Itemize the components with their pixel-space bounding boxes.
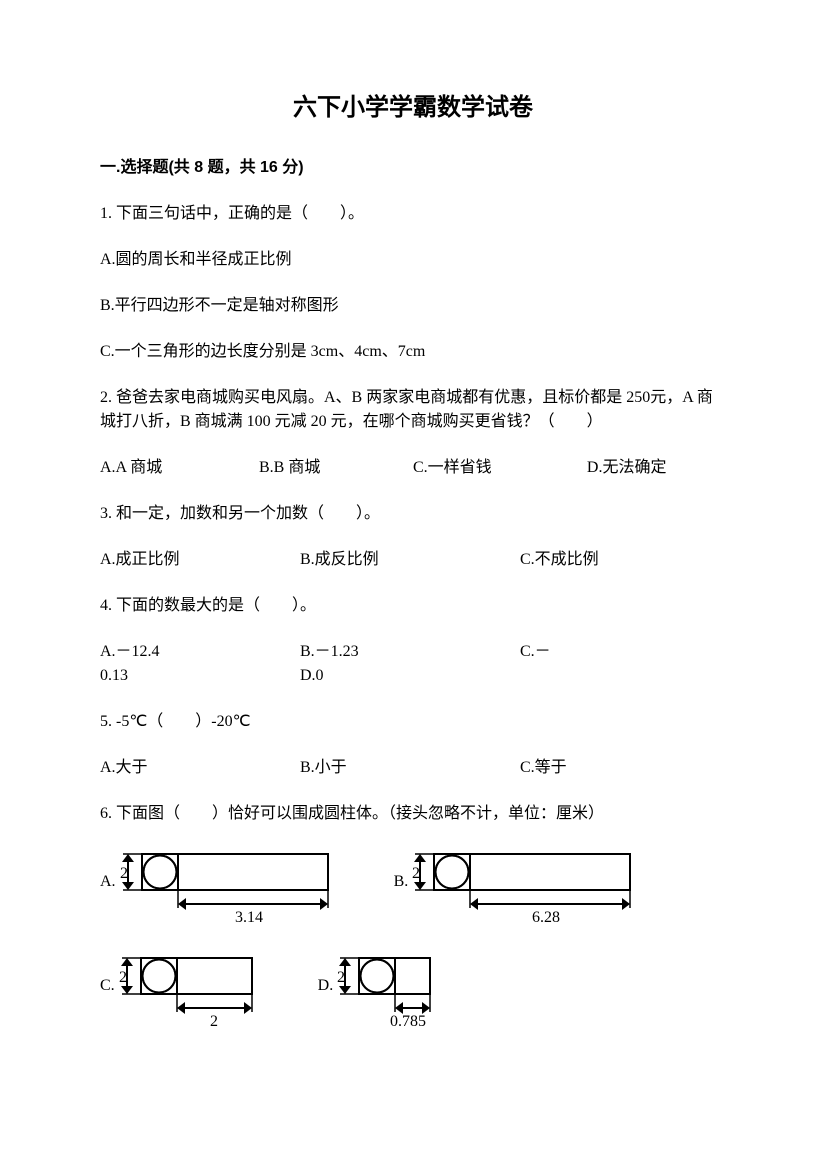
svg-text:2: 2 bbox=[210, 1013, 218, 1026]
cylinder-diagram-b: 26.28 bbox=[412, 848, 636, 922]
q3-opt-c: C.不成比例 bbox=[520, 548, 700, 572]
q4-opt-c: C.－ bbox=[520, 640, 700, 664]
q4-opt-d: D.0 bbox=[300, 664, 520, 688]
q6-label-d: D. bbox=[318, 974, 334, 998]
q6-diagram-b: B. 26.28 bbox=[394, 848, 637, 922]
section-header: 一.选择题(共 8 题，共 16 分) bbox=[100, 156, 726, 180]
q4-opt-b: B.－1.23 bbox=[300, 640, 520, 664]
cylinder-diagram-d: 2 0.785 bbox=[337, 952, 436, 1026]
q2-stem: 2. 爸爸去家电商城购买电风扇。A、B 两家家电商城都有优惠，且标价都是 250… bbox=[100, 386, 726, 434]
cylinder-diagram-c: 22 bbox=[119, 952, 258, 1026]
q3-opt-b: B.成反比例 bbox=[300, 548, 520, 572]
q6-diagram-c: C. 22 bbox=[100, 952, 258, 1026]
q1-opt-b: B.平行四边形不一定是轴对称图形 bbox=[100, 294, 726, 318]
page-title: 六下小学学霸数学试卷 bbox=[100, 90, 726, 126]
cylinder-diagram-a: 23.14 bbox=[120, 848, 334, 922]
svg-text:0.785: 0.785 bbox=[390, 1013, 426, 1026]
q2-opt-d: D.无法确定 bbox=[587, 456, 726, 480]
q4-options: A.－12.4 B.－1.23 C.－ 0.13 D.0 bbox=[100, 640, 726, 688]
q3-opt-a: A.成正比例 bbox=[100, 548, 300, 572]
question-4: 4. 下面的数最大的是（ ）。 A.－12.4 B.－1.23 C.－ 0.13… bbox=[100, 594, 726, 688]
q6-stem: 6. 下面图（ ）恰好可以围成圆柱体。（接头忽略不计，单位：厘米） bbox=[100, 802, 726, 826]
question-1: 1. 下面三句话中，正确的是（ ）。 A.圆的周长和半径成正比例 B.平行四边形… bbox=[100, 202, 726, 364]
q4-opt-a: A.－12.4 bbox=[100, 640, 300, 664]
question-3: 3. 和一定，加数和另一个加数（ ）。 A.成正比例 B.成反比例 C.不成比例 bbox=[100, 502, 726, 572]
q6-label-a: A. bbox=[100, 870, 116, 894]
q5-stem: 5. -5℃（ ）-20℃ bbox=[100, 710, 726, 734]
q2-opt-a: A.A 商城 bbox=[100, 456, 259, 480]
q1-opt-a: A.圆的周长和半径成正比例 bbox=[100, 248, 726, 272]
q4-line2a: 0.13 bbox=[100, 664, 300, 688]
q6-diagrams: A. 23.14 B. 26.28 C. 22 D. 20.785 bbox=[100, 848, 726, 1026]
q2-opt-c: C.一样省钱 bbox=[413, 456, 587, 480]
q6-label-c: C. bbox=[100, 974, 115, 998]
question-6: 6. 下面图（ ）恰好可以围成圆柱体。（接头忽略不计，单位：厘米） A. 23.… bbox=[100, 802, 726, 1026]
svg-text:3.14: 3.14 bbox=[235, 909, 263, 922]
question-2: 2. 爸爸去家电商城购买电风扇。A、B 两家家电商城都有优惠，且标价都是 250… bbox=[100, 386, 726, 480]
q2-opt-b: B.B 商城 bbox=[259, 456, 413, 480]
question-5: 5. -5℃（ ）-20℃ A.大于 B.小于 C.等于 bbox=[100, 710, 726, 780]
svg-text:2: 2 bbox=[120, 865, 128, 882]
q5-opt-a: A.大于 bbox=[100, 756, 300, 780]
svg-text:2: 2 bbox=[337, 969, 345, 986]
svg-text:2: 2 bbox=[119, 969, 127, 986]
q5-options: A.大于 B.小于 C.等于 bbox=[100, 756, 726, 780]
q4-stem: 4. 下面的数最大的是（ ）。 bbox=[100, 594, 726, 618]
q6-diagram-d: D. 2 0.785 bbox=[318, 952, 437, 1026]
q5-opt-c: C.等于 bbox=[520, 756, 700, 780]
q5-opt-b: B.小于 bbox=[300, 756, 520, 780]
q3-stem: 3. 和一定，加数和另一个加数（ ）。 bbox=[100, 502, 726, 526]
svg-text:6.28: 6.28 bbox=[532, 909, 560, 922]
q2-options: A.A 商城 B.B 商城 C.一样省钱 D.无法确定 bbox=[100, 456, 726, 480]
q6-label-b: B. bbox=[394, 870, 409, 894]
q1-stem: 1. 下面三句话中，正确的是（ ）。 bbox=[100, 202, 726, 226]
q1-opt-c: C.一个三角形的边长度分别是 3cm、4cm、7cm bbox=[100, 340, 726, 364]
svg-text:2: 2 bbox=[412, 865, 420, 882]
q3-options: A.成正比例 B.成反比例 C.不成比例 bbox=[100, 548, 726, 572]
q6-diagram-a: A. 23.14 bbox=[100, 848, 334, 922]
